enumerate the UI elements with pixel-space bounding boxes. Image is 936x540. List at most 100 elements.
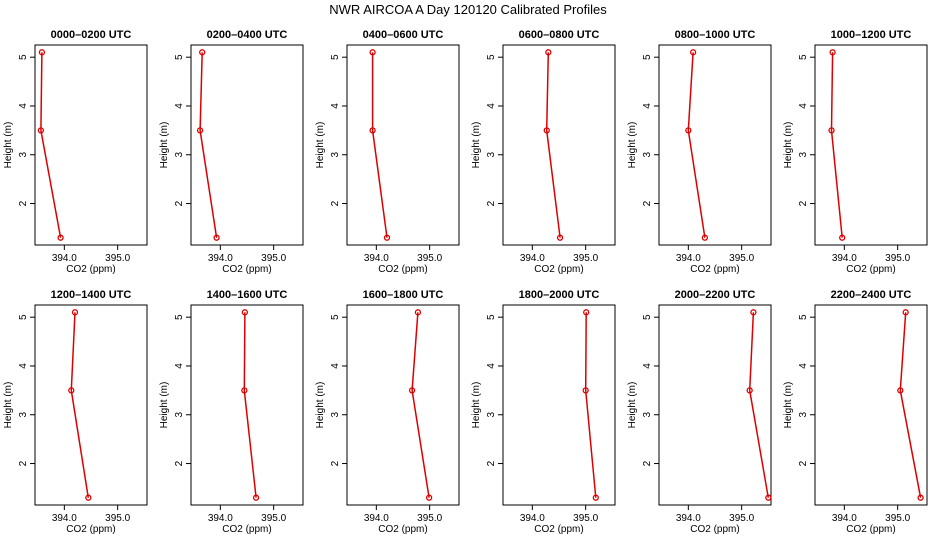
x-tick-label: 394.0 [52, 513, 77, 524]
chart-panel: 1600–1800 UTC 394.0 395.0 2 3 4 5 CO2 (ppm) Heig… [315, 289, 460, 535]
data-point [902, 309, 909, 316]
x-tick-label: 395.0 [105, 253, 130, 264]
x-axis-label: CO2 (ppm) [534, 524, 583, 535]
x-tick-label: 394.0 [520, 513, 545, 524]
y-tick-label: 4 [18, 363, 29, 369]
y-tick-label: 5 [486, 54, 497, 60]
y-axis-label: Height (m) [3, 122, 14, 169]
x-tick-label: 395.0 [261, 253, 286, 264]
data-point [897, 387, 904, 394]
data-point [241, 309, 249, 316]
plot-frame [190, 304, 304, 506]
x-tick-label: 394.0 [208, 253, 233, 264]
y-tick-label: 2 [18, 200, 29, 206]
data-point [583, 309, 590, 316]
y-axis-label: Height (m) [315, 122, 326, 169]
data-point [408, 387, 416, 394]
y-tick-label: 3 [330, 412, 341, 418]
profile-line [830, 52, 843, 238]
data-point [750, 309, 757, 316]
x-axis-label: CO2 (ppm) [378, 264, 427, 275]
data-point [57, 234, 64, 241]
plot-frame [814, 44, 928, 246]
y-tick-label: 5 [330, 54, 341, 60]
data-point [917, 494, 924, 501]
y-tick-label: 2 [798, 200, 809, 206]
x-axis-label: CO2 (ppm) [378, 524, 427, 535]
data-point [543, 127, 550, 134]
panel-title: 0600–0800 UTC [519, 29, 600, 41]
y-axis-label: Height (m) [3, 382, 14, 429]
chart-panel: 0000–0200 UTC 394.0 395.0 2 3 4 5 CO2 (ppm) Heig… [3, 29, 148, 275]
x-tick-label: 394.0 [676, 513, 701, 524]
y-tick-label: 4 [642, 103, 653, 109]
x-axis-label: CO2 (ppm) [690, 524, 739, 535]
data-point [592, 494, 599, 501]
y-tick-label: 2 [486, 200, 497, 206]
y-tick-label: 2 [798, 460, 809, 466]
x-tick-label: 395.0 [417, 253, 442, 264]
y-tick-label: 2 [174, 200, 185, 206]
plot-frame [658, 304, 772, 506]
plot-frame [34, 44, 148, 246]
data-point [196, 127, 204, 134]
x-tick-label: 395.0 [729, 513, 754, 524]
profile-line [411, 312, 430, 498]
chart-panel: 2200–2400 UTC 394.0 395.0 2 3 4 5 CO2 (ppm) Heig… [783, 289, 928, 535]
chart-panel: 0800–1000 UTC 394.0 395.0 2 3 4 5 CO2 (ppm) Heig… [627, 29, 772, 275]
chart-panel: 2000–2200 UTC 394.0 395.0 2 3 4 5 CO2 (ppm) Heig… [627, 289, 772, 535]
y-axis-label: Height (m) [471, 122, 482, 169]
data-point [252, 494, 260, 501]
y-tick-label: 4 [486, 363, 497, 369]
y-tick-label: 5 [18, 314, 29, 320]
y-tick-label: 4 [330, 363, 341, 369]
y-tick-label: 2 [486, 460, 497, 466]
profile-line [371, 52, 388, 238]
data-point [689, 49, 697, 56]
figure-title: NWR AIRCOA A Day 120120 Calibrated Profi… [329, 2, 607, 17]
y-axis-label: Height (m) [627, 122, 638, 169]
plot-frame [502, 304, 616, 506]
y-tick-label: 5 [18, 54, 29, 60]
data-point [414, 309, 422, 316]
x-tick-label: 394.0 [364, 513, 389, 524]
y-tick-label: 5 [642, 314, 653, 320]
data-point [828, 127, 835, 134]
panel-title: 1600–1800 UTC [363, 289, 444, 301]
data-point [701, 234, 709, 241]
x-tick-label: 395.0 [729, 253, 754, 264]
y-tick-label: 3 [18, 412, 29, 418]
x-tick-label: 395.0 [417, 513, 442, 524]
panel-title: 1800–2000 UTC [519, 289, 600, 301]
y-tick-label: 5 [798, 54, 809, 60]
chart-panel: 1800–2000 UTC 394.0 395.0 2 3 4 5 CO2 (ppm) Heig… [471, 289, 616, 535]
data-point [369, 127, 376, 134]
y-tick-label: 3 [174, 412, 185, 418]
x-axis-label: CO2 (ppm) [222, 264, 271, 275]
y-axis-label: Height (m) [783, 382, 794, 429]
y-axis-label: Height (m) [159, 122, 170, 169]
y-tick-label: 2 [18, 460, 29, 466]
y-tick-label: 3 [486, 152, 497, 158]
y-tick-label: 5 [798, 314, 809, 320]
data-point [829, 49, 836, 56]
data-point [85, 494, 92, 501]
y-tick-label: 4 [174, 363, 185, 369]
y-tick-label: 5 [174, 314, 185, 320]
panel-title: 1400–1600 UTC [207, 289, 288, 301]
x-tick-label: 394.0 [364, 253, 389, 264]
data-point [369, 49, 376, 56]
x-tick-label: 394.0 [832, 253, 857, 264]
chart-panel: 0600–0800 UTC 394.0 395.0 2 3 4 5 CO2 (ppm) Heig… [471, 29, 616, 275]
profile-line [243, 312, 257, 498]
chart-panel: 0200–0400 UTC 394.0 395.0 2 3 4 5 CO2 (ppm) Heig… [159, 29, 304, 275]
x-tick-label: 395.0 [573, 513, 598, 524]
x-tick-label: 395.0 [885, 253, 910, 264]
panel-title: 0400–0600 UTC [363, 29, 444, 41]
data-point [241, 387, 248, 394]
x-tick-label: 394.0 [832, 513, 857, 524]
profile-line [899, 312, 922, 498]
y-tick-label: 5 [330, 314, 341, 320]
panel-title: 1200–1400 UTC [51, 289, 132, 301]
y-tick-label: 4 [18, 103, 29, 109]
